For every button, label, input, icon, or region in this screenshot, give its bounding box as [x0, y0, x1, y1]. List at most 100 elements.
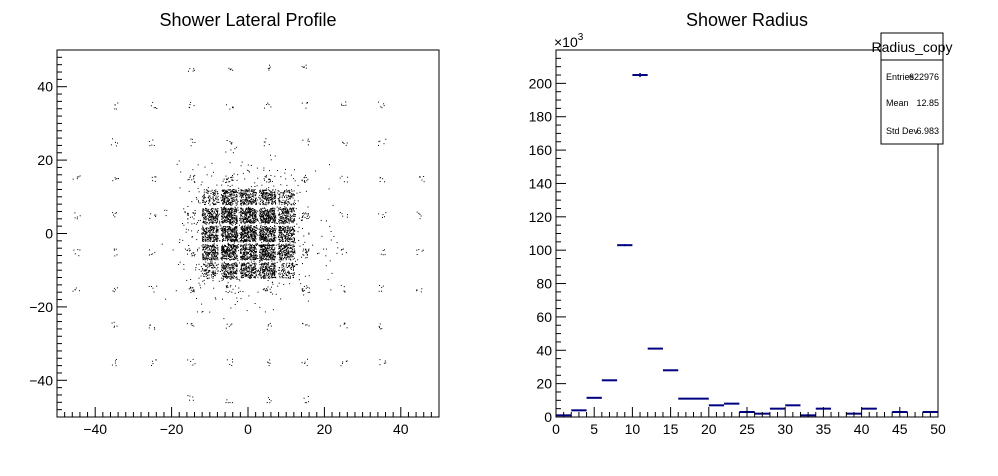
- scatter-point: [244, 229, 246, 231]
- scatter-point: [274, 276, 276, 278]
- scatter-point: [252, 234, 254, 236]
- scatter-point: [255, 192, 257, 194]
- scatter-point: [284, 207, 286, 209]
- scatter-point: [279, 269, 281, 271]
- scatter-point: [281, 254, 283, 256]
- scatter-point: [179, 239, 181, 241]
- scatter-point: [233, 229, 235, 230]
- scatter-point: [264, 219, 266, 221]
- scatter-point: [236, 254, 238, 256]
- scatter-point: [286, 218, 288, 220]
- scatter-point: [242, 230, 244, 232]
- scatter-point: [289, 240, 291, 242]
- scatter-point: [278, 231, 280, 233]
- scatter-point: [287, 194, 289, 196]
- scatter-point: [232, 203, 234, 205]
- scatter-point: [214, 267, 216, 268]
- scatter-point: [240, 273, 242, 275]
- scatter-point: [260, 214, 262, 216]
- scatter-point: [250, 220, 252, 222]
- scatter-point: [287, 201, 289, 203]
- scatter-point: [217, 195, 219, 197]
- scatter-point: [283, 284, 285, 285]
- scatter-point: [283, 227, 285, 229]
- scatter-point: [232, 218, 234, 220]
- scatter-point: [208, 246, 210, 248]
- scatter-point: [242, 199, 244, 201]
- scatter-point: [214, 220, 216, 221]
- scatter-point: [254, 240, 256, 242]
- scatter-point: [230, 256, 232, 258]
- scatter-point: [291, 196, 293, 198]
- scatter-point: [263, 190, 264, 191]
- scatter-point: [278, 226, 280, 228]
- scatter-point: [268, 240, 270, 242]
- scatter-point: [227, 226, 228, 228]
- scatter-point: [242, 240, 244, 242]
- scatter-point: [234, 210, 236, 212]
- scatter-point: [287, 191, 289, 193]
- scatter-point: [252, 250, 254, 252]
- scatter-point: [208, 231, 210, 233]
- scatter-point: [330, 289, 332, 291]
- scatter-point: [221, 209, 223, 211]
- scatter-point: [232, 216, 234, 218]
- scatter-point: [222, 227, 224, 229]
- scatter-point: [216, 237, 218, 239]
- scatter-point: [281, 269, 283, 271]
- scatter-point: [246, 258, 247, 260]
- scatter-point: [268, 201, 270, 203]
- scatter-point: [248, 248, 250, 250]
- scatter-point: [217, 249, 219, 251]
- scatter-point: [250, 229, 252, 231]
- scatter-point: [293, 257, 295, 259]
- scatter-point: [244, 264, 246, 266]
- scatter-point: [227, 272, 228, 273]
- scatter-point: [213, 248, 214, 250]
- scatter-point: [250, 256, 252, 258]
- scatter-point: [281, 250, 283, 252]
- scatter-point: [205, 265, 207, 267]
- scatter-point: [273, 271, 275, 273]
- scatter-point: [266, 270, 268, 272]
- scatter-point: [231, 190, 233, 192]
- scatter-point: [263, 238, 265, 240]
- scatter-point: [288, 232, 290, 234]
- scatter-point: [261, 263, 263, 265]
- scatter-point: [288, 266, 290, 268]
- scatter-point: [204, 238, 206, 240]
- scatter-point: [279, 272, 281, 274]
- scatter-point: [274, 194, 276, 196]
- scatter-point: [240, 272, 242, 274]
- scatter-point: [240, 267, 242, 269]
- scatter-point: [284, 211, 286, 213]
- scatter-point: [246, 222, 248, 223]
- scatter-point: [284, 190, 286, 191]
- scatter-point: [224, 219, 226, 221]
- scatter-point: [271, 264, 273, 265]
- scatter-point: [261, 245, 263, 247]
- scatter-point: [241, 190, 243, 192]
- scatter-point: [222, 190, 224, 192]
- scatter-point: [260, 277, 262, 279]
- scatter-point: [248, 257, 250, 259]
- scatter-point: [209, 270, 211, 272]
- scatter-point: [271, 277, 273, 279]
- scatter-point: [210, 245, 212, 247]
- scatter-point: [255, 216, 257, 218]
- scatter-point: [292, 215, 294, 217]
- scatter-point: [292, 228, 294, 230]
- scatter-point: [222, 220, 224, 222]
- scatter-point: [253, 201, 254, 203]
- scatter-point: [279, 200, 281, 202]
- scatter-point: [259, 252, 261, 254]
- scatter-point: [274, 228, 276, 230]
- scatter-point: [227, 239, 229, 241]
- scatter-point: [277, 251, 279, 253]
- scatter-point: [260, 233, 261, 235]
- scatter-point: [209, 265, 210, 267]
- scatter-point: [231, 189, 233, 191]
- scatter-point: [212, 228, 214, 230]
- scatter-point: [228, 208, 230, 210]
- scatter-point: [253, 229, 255, 231]
